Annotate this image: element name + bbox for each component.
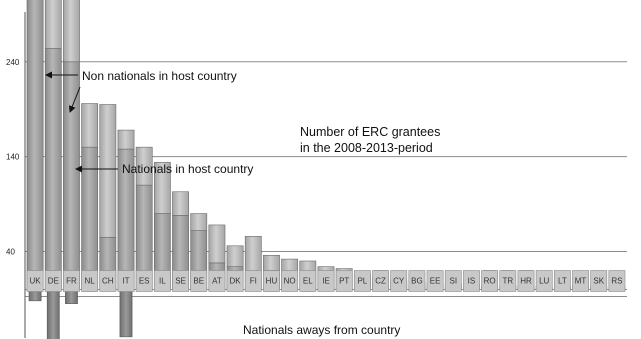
x-tick-label: ES [139,277,150,286]
bar-non-nationals [263,254,280,271]
x-label-tile [226,270,244,292]
x-label-tile [172,270,189,292]
y-tick-label: 40 [6,248,15,257]
x-label-tile [444,270,462,292]
x-tick-label: RO [484,277,496,286]
x-label-tile [553,270,571,292]
y-tick-label: 140 [6,153,20,162]
x-label-tile [135,270,153,292]
bar-non-nationals [135,146,153,186]
x-tick-label: CZ [375,277,386,286]
x-label-tile [408,270,426,292]
x-label-tile [535,270,553,292]
bar-non-nationals [153,162,171,214]
bar-nationals-host [44,48,62,290]
bar-non-nationals [99,104,117,238]
bar-non-nationals [172,191,189,216]
x-tick-label: TR [502,277,513,286]
bar-nationals-host [63,61,80,290]
annotation-non-nationals: Non nationals in host country [82,69,237,83]
x-tick-label: CY [393,277,405,286]
x-tick-label: DK [230,277,242,286]
x-label-tile [608,270,626,292]
bar-non-nationals [81,103,99,148]
x-label-tile [281,270,299,292]
x-label-tile [590,270,608,292]
x-tick-label: NL [85,277,96,286]
x-label-tile [208,270,226,292]
x-label-tile [372,270,389,292]
chart-title-line-1: Number of ERC grantees [300,125,440,139]
x-tick-label: MT [575,277,587,286]
x-tick-label: SK [593,277,604,286]
x-label-tile [499,270,517,292]
x-label-tile [517,270,535,292]
x-tick-label: HR [520,277,532,286]
bar-non-nationals [44,0,62,49]
x-tick-label: SE [175,277,186,286]
x-tick-label: RS [611,277,622,286]
x-axis-labels: UK DE FR NL CH IT ES IL SE BE AT DK FI HU NO EL IE PT PL CZ… [26,270,626,292]
x-tick-label: UK [30,277,42,286]
bar-non-nationals [208,224,226,264]
y-axis-ticks: 40140240340440540 [6,58,20,257]
x-tick-label: EL [303,277,313,286]
x-label-tile [99,270,117,292]
x-tick-label: BG [411,277,423,286]
x-tick-label: LU [539,277,549,286]
x-label-tile [81,270,99,292]
x-tick-label: FI [250,277,257,286]
x-tick-label: CH [102,277,114,286]
x-tick-label: IL [159,277,166,286]
y-tick-label: 240 [6,58,20,67]
x-label-tile [481,270,499,292]
bar-nationals-host [26,0,44,290]
x-label-tile [117,270,135,292]
bar-non-nationals [63,0,80,63]
x-label-tile [353,270,371,292]
x-label-tile [572,270,589,292]
x-tick-label: FR [66,277,77,286]
x-tick-label: AT [212,277,222,286]
bar-non-nationals [117,129,135,150]
x-label-tile [263,270,280,292]
x-tick-label: IS [468,277,476,286]
x-label-tile [44,270,62,292]
x-label-tile [426,270,444,292]
x-tick-label: LT [558,277,567,286]
x-label-tile [463,270,480,292]
x-tick-label: IT [122,277,129,286]
x-label-tile [153,270,171,292]
x-tick-label: NO [284,277,296,286]
x-label-tile [299,270,317,292]
x-label-tile [26,270,44,292]
bar-non-nationals [226,245,244,267]
x-tick-label: HU [266,277,278,286]
x-tick-label: IE [322,277,330,286]
x-tick-label: PL [357,277,367,286]
x-tick-label: SI [449,277,457,286]
x-tick-label: BE [193,277,204,286]
x-label-tile [244,270,262,292]
annotation-nationals-host: Nationals in host country [122,162,253,176]
x-label-tile [390,270,408,292]
arrow-non-nationals-fr [68,86,81,113]
x-label-tile [190,270,208,292]
x-tick-label: DE [48,277,59,286]
bar-non-nationals [190,213,208,231]
chart-title-line-2: in the 2008-2013-period [300,141,433,155]
annotation-nationals-away: Nationals aways from country [243,323,400,337]
x-label-tile [63,270,80,292]
x-label-tile [317,270,335,292]
x-tick-label: EE [430,277,441,286]
x-tick-label: PT [339,277,349,286]
x-label-tile [335,270,353,292]
